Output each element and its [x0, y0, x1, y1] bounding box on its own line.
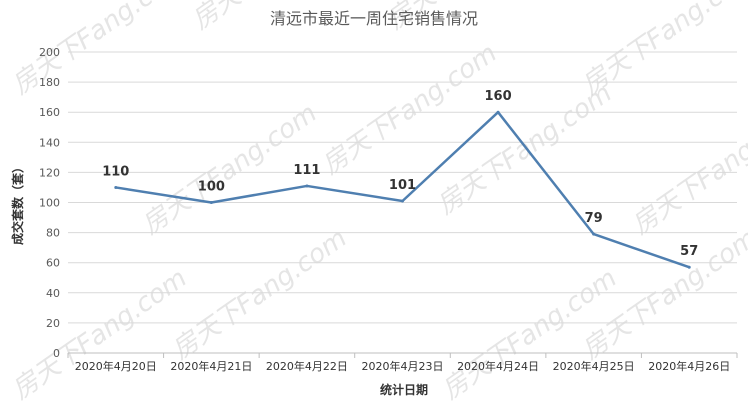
x-tick-label: 2020年4月22日	[266, 359, 348, 373]
x-tick-label: 2020年4月23日	[362, 359, 444, 373]
data-label: 100	[198, 180, 225, 195]
data-label: 110	[102, 164, 129, 179]
y-tick-label: 200	[39, 46, 60, 59]
chart-title: 清远市最近一周住宅销售情况	[270, 9, 478, 28]
y-tick-label: 40	[46, 287, 60, 300]
y-tick-label: 160	[39, 106, 60, 119]
series-layer	[114, 110, 691, 269]
x-tick-label: 2020年4月20日	[75, 359, 157, 373]
y-axis-title: 成交套数（套）	[10, 161, 25, 245]
grid-layer	[68, 51, 737, 354]
data-label: 57	[680, 244, 698, 259]
data-point	[305, 184, 309, 188]
data-label: 101	[389, 178, 416, 193]
data-point	[209, 201, 213, 204]
y-tick-label: 0	[53, 347, 60, 360]
y-tick-label: 60	[46, 257, 60, 270]
data-label: 79	[585, 211, 603, 226]
x-axis-title: 统计日期	[380, 382, 428, 397]
x-axis-ticks: 2020年4月20日 2020年4月21日 2020年4月22日 2020年4月23日…	[67, 353, 738, 373]
x-tick-label: 2020年4月26日	[648, 359, 730, 373]
y-tick-label: 80	[46, 227, 60, 240]
watermark-text: 房天下Fang.com	[7, 0, 193, 101]
y-tick-label: 100	[39, 197, 60, 210]
x-tick-label: 2020年4月24日	[457, 359, 539, 373]
watermark-text: 房天下Fang.com	[7, 263, 193, 406]
watermark-text: 房天下Fang.com	[627, 98, 748, 241]
y-tick-label: 20	[46, 317, 60, 330]
data-label-layer: 110 100 111 101 160 79 57	[102, 89, 698, 259]
data-label: 160	[485, 89, 512, 104]
data-point	[592, 232, 596, 236]
data-point	[401, 199, 404, 203]
data-point	[496, 110, 500, 114]
data-point	[114, 185, 118, 189]
y-tick-label: 120	[39, 166, 60, 179]
watermark-text: 房天下Fang.com	[317, 38, 503, 181]
y-axis-ticks: 0 20 40 60 80 100 120 140 160 180 200	[39, 46, 60, 360]
x-tick-label: 2020年4月21日	[170, 359, 252, 373]
data-label: 111	[293, 163, 320, 178]
x-tick-label: 2020年4月25日	[553, 359, 635, 373]
y-tick-label: 180	[39, 76, 60, 89]
data-point	[687, 265, 691, 269]
watermark-text: 房天下Fang.com	[167, 223, 353, 366]
y-tick-label: 140	[39, 136, 60, 149]
